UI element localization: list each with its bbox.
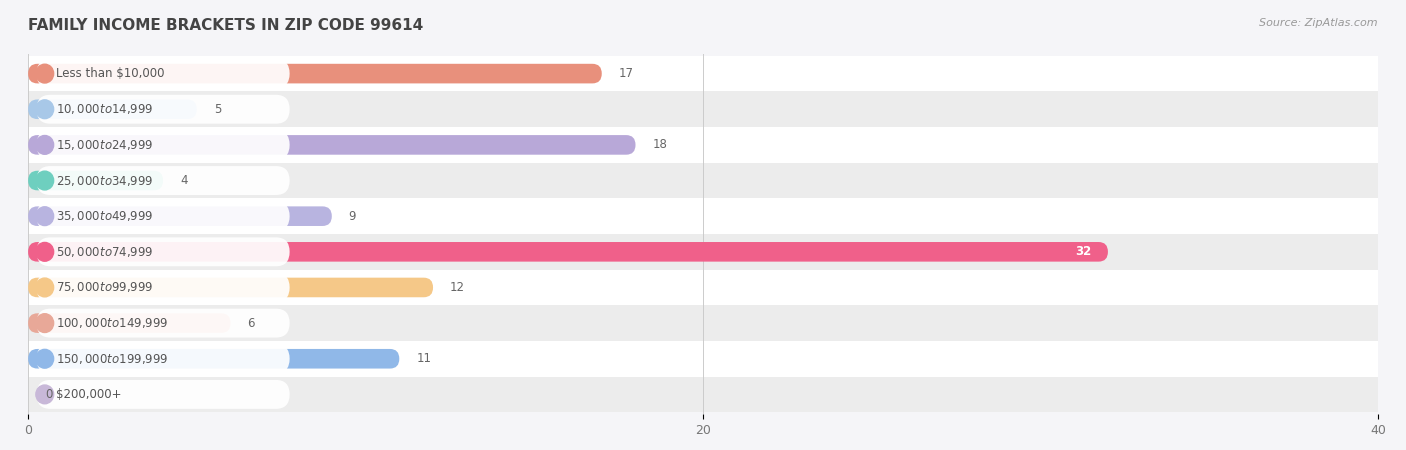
FancyBboxPatch shape (28, 349, 399, 369)
FancyBboxPatch shape (37, 309, 290, 338)
FancyBboxPatch shape (28, 341, 1378, 377)
Text: 6: 6 (247, 317, 254, 329)
Text: $75,000 to $99,999: $75,000 to $99,999 (56, 280, 153, 294)
FancyBboxPatch shape (37, 95, 290, 124)
FancyBboxPatch shape (28, 127, 1378, 163)
Circle shape (37, 171, 53, 190)
Text: $150,000 to $199,999: $150,000 to $199,999 (56, 352, 169, 366)
FancyBboxPatch shape (28, 135, 636, 155)
Circle shape (37, 100, 53, 119)
FancyBboxPatch shape (37, 202, 290, 230)
FancyBboxPatch shape (28, 313, 231, 333)
Circle shape (37, 207, 53, 225)
FancyBboxPatch shape (37, 344, 290, 373)
FancyBboxPatch shape (28, 377, 1378, 412)
FancyBboxPatch shape (28, 171, 163, 190)
Text: FAMILY INCOME BRACKETS IN ZIP CODE 99614: FAMILY INCOME BRACKETS IN ZIP CODE 99614 (28, 18, 423, 33)
Text: 5: 5 (214, 103, 221, 116)
Text: 11: 11 (416, 352, 432, 365)
Circle shape (37, 314, 53, 333)
Text: 4: 4 (180, 174, 187, 187)
FancyBboxPatch shape (28, 198, 1378, 234)
Text: 0: 0 (45, 388, 52, 401)
Circle shape (37, 243, 53, 261)
Circle shape (37, 135, 53, 154)
FancyBboxPatch shape (37, 166, 290, 195)
Text: 9: 9 (349, 210, 356, 223)
FancyBboxPatch shape (37, 380, 290, 409)
FancyBboxPatch shape (28, 242, 1108, 261)
FancyBboxPatch shape (28, 278, 433, 297)
FancyBboxPatch shape (37, 273, 290, 302)
FancyBboxPatch shape (37, 59, 290, 88)
Text: 18: 18 (652, 139, 668, 151)
Text: $35,000 to $49,999: $35,000 to $49,999 (56, 209, 153, 223)
Text: 12: 12 (450, 281, 465, 294)
FancyBboxPatch shape (28, 207, 332, 226)
Text: 17: 17 (619, 67, 634, 80)
Circle shape (37, 64, 53, 83)
FancyBboxPatch shape (28, 270, 1378, 305)
FancyBboxPatch shape (28, 234, 1378, 270)
FancyBboxPatch shape (28, 99, 197, 119)
Circle shape (37, 278, 53, 297)
FancyBboxPatch shape (28, 163, 1378, 198)
FancyBboxPatch shape (37, 238, 290, 266)
FancyBboxPatch shape (28, 56, 1378, 91)
Text: $15,000 to $24,999: $15,000 to $24,999 (56, 138, 153, 152)
FancyBboxPatch shape (28, 64, 602, 83)
Text: $100,000 to $149,999: $100,000 to $149,999 (56, 316, 169, 330)
FancyBboxPatch shape (28, 91, 1378, 127)
Text: $10,000 to $14,999: $10,000 to $14,999 (56, 102, 153, 116)
Circle shape (37, 385, 53, 404)
Text: $25,000 to $34,999: $25,000 to $34,999 (56, 174, 153, 188)
Text: Source: ZipAtlas.com: Source: ZipAtlas.com (1260, 18, 1378, 28)
FancyBboxPatch shape (37, 130, 290, 159)
Text: Less than $10,000: Less than $10,000 (56, 67, 165, 80)
FancyBboxPatch shape (28, 305, 1378, 341)
Text: $200,000+: $200,000+ (56, 388, 121, 401)
Circle shape (37, 349, 53, 368)
Text: 32: 32 (1074, 245, 1091, 258)
Text: $50,000 to $74,999: $50,000 to $74,999 (56, 245, 153, 259)
